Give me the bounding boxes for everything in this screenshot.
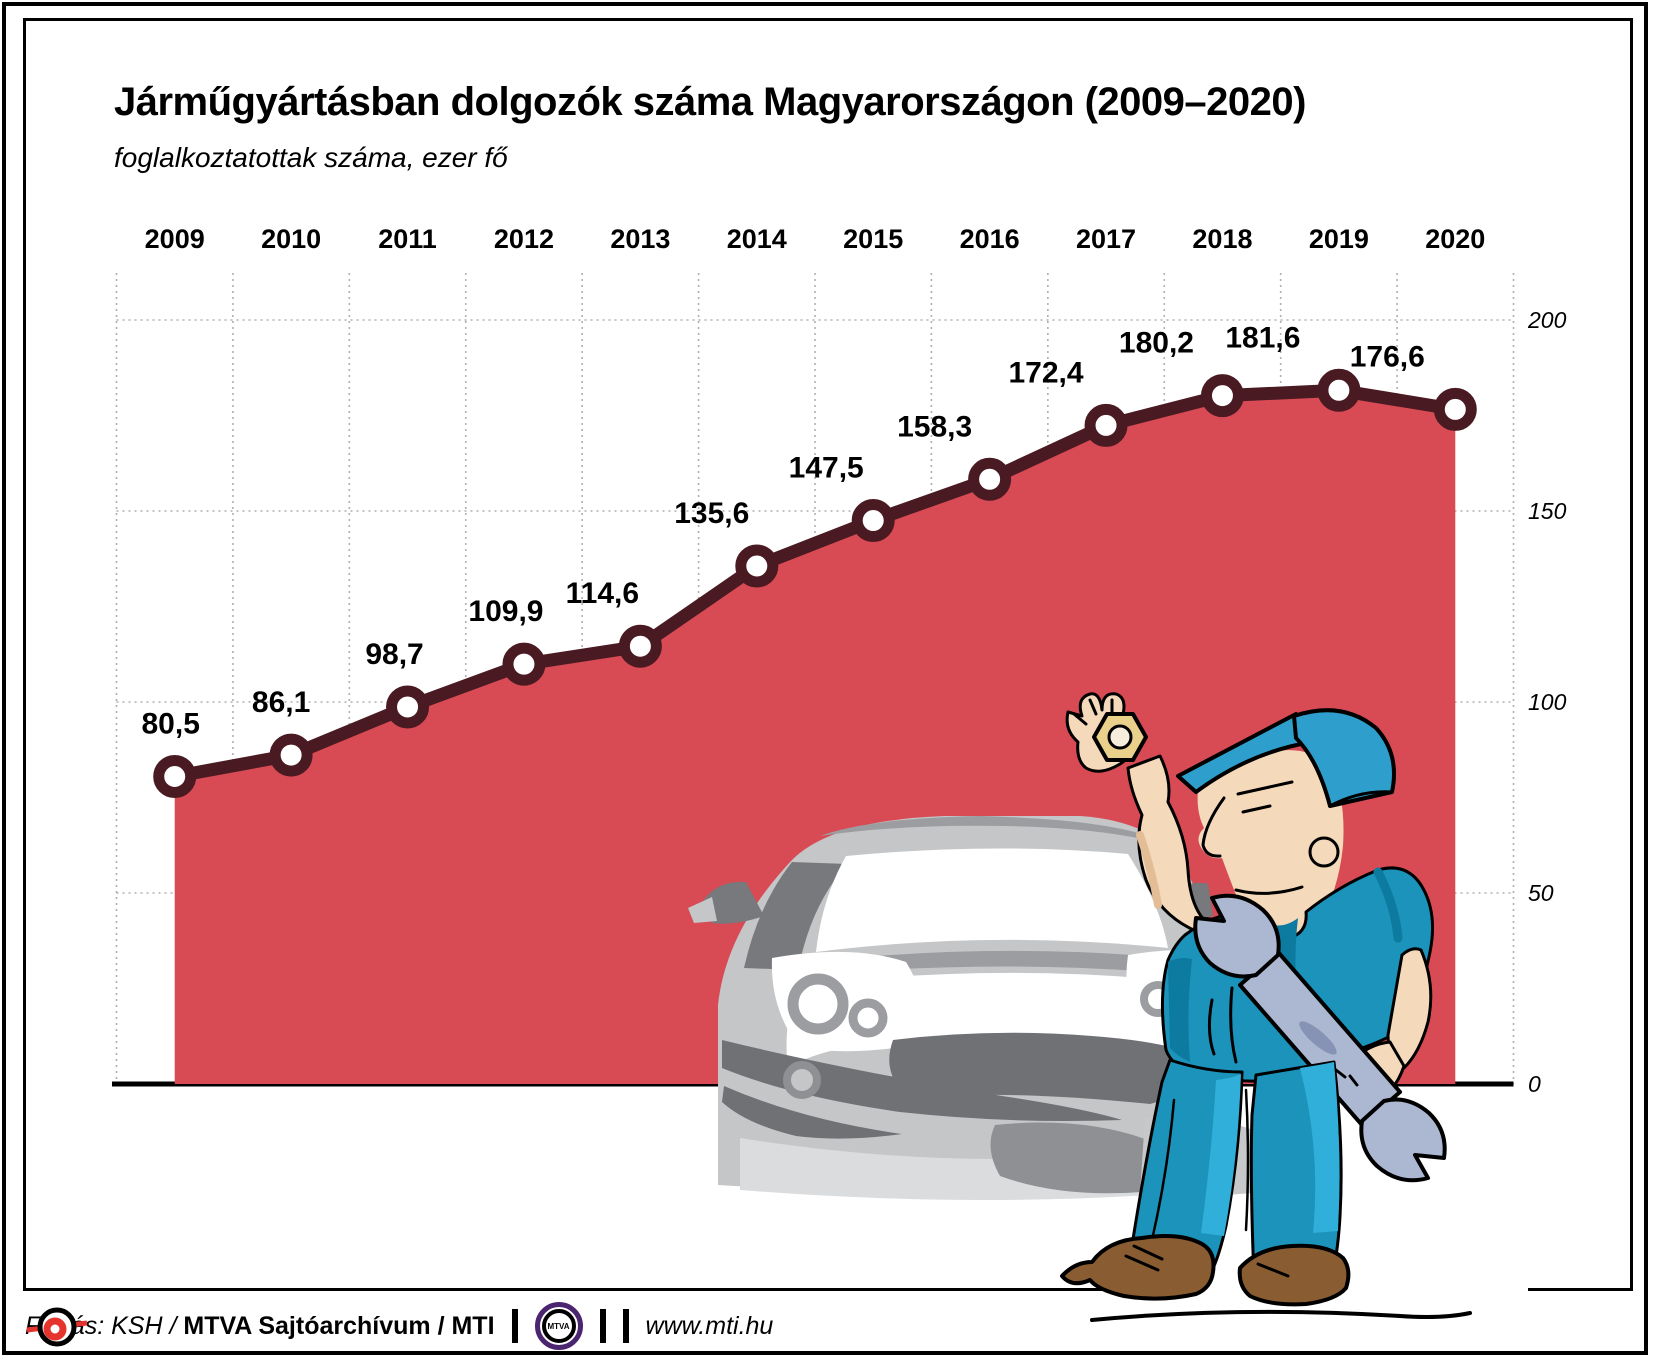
y-axis-tick-label: 50 — [1528, 880, 1554, 906]
x-axis-year-label: 2020 — [1425, 224, 1485, 254]
data-point-marker — [1433, 387, 1477, 431]
x-axis-year-label: 2012 — [494, 224, 554, 254]
x-axis-year-label: 2019 — [1309, 224, 1369, 254]
data-point-value-label: 158,3 — [897, 410, 972, 443]
data-point-value-label: 180,2 — [1119, 327, 1194, 360]
separator-bar — [599, 1309, 606, 1343]
data-point-value-label: 109,9 — [468, 595, 543, 628]
data-point-marker — [1200, 374, 1244, 418]
data-point-marker — [1084, 403, 1128, 447]
x-axis-year-label: 2011 — [378, 224, 437, 254]
source-credit: Forrás: KSH / MTVA Sajtóarchívum / MTI — [25, 1312, 495, 1341]
data-point-marker — [386, 685, 430, 729]
data-point-marker — [851, 499, 895, 543]
mtva-logo-ring: MTVA — [541, 1309, 576, 1343]
data-point-value-label: 86,1 — [252, 686, 310, 719]
data-point-value-label: 172,4 — [1009, 356, 1084, 389]
data-point-marker — [153, 754, 197, 798]
chart-subtitle: foglalkoztatottak száma, ezer fő — [114, 142, 508, 173]
chart-title: Járműgyártásban dolgozók száma Magyarors… — [114, 80, 1306, 124]
x-axis-year-label: 2015 — [843, 224, 903, 254]
website-link[interactable]: www.mti.hu — [645, 1311, 774, 1340]
data-point-marker — [618, 624, 662, 668]
y-axis-tick-label: 200 — [1527, 307, 1567, 333]
x-axis-year-label: 2010 — [261, 224, 321, 254]
y-axis-tick-label: 100 — [1528, 689, 1567, 715]
car-illustration — [688, 816, 1262, 1200]
data-point-value-label: 176,6 — [1350, 340, 1425, 373]
data-point-value-label: 114,6 — [566, 577, 639, 610]
x-axis-year-label: 2018 — [1192, 224, 1252, 254]
x-axis-year-label: 2014 — [727, 224, 787, 254]
x-axis-year-label: 2009 — [145, 224, 205, 254]
mti-logo — [26, 1307, 88, 1347]
data-point-value-label: 181,6 — [1225, 321, 1300, 354]
data-point-marker — [735, 544, 779, 588]
y-axis-tick-label: 0 — [1528, 1071, 1541, 1097]
data-point-value-label: 80,5 — [142, 707, 200, 740]
x-axis-year-label: 2016 — [960, 224, 1020, 254]
mtva-logo-text: MTVA — [547, 1321, 570, 1331]
x-axis-year-label: 2013 — [610, 224, 670, 254]
data-point-marker — [1317, 368, 1361, 412]
data-point-value-label: 135,6 — [674, 497, 749, 530]
footer-bar: Forrás: KSH / MTVA Sajtóarchívum / MTI M… — [25, 1300, 773, 1352]
separator-bar — [622, 1309, 629, 1343]
data-point-value-label: 98,7 — [365, 638, 423, 671]
mtva-logo: MTVA — [534, 1302, 583, 1350]
y-axis-tick-label: 150 — [1528, 498, 1567, 524]
source-bold: MTVA Sajtóarchívum / MTI — [176, 1311, 495, 1340]
x-axis-year-label: 2017 — [1076, 224, 1136, 254]
data-point-marker — [502, 642, 546, 686]
data-point-marker — [269, 733, 313, 777]
separator-bar — [511, 1309, 518, 1343]
data-point-marker — [968, 457, 1012, 501]
data-point-value-label: 147,5 — [789, 452, 864, 485]
mechanic-illustration — [1060, 692, 1528, 1324]
